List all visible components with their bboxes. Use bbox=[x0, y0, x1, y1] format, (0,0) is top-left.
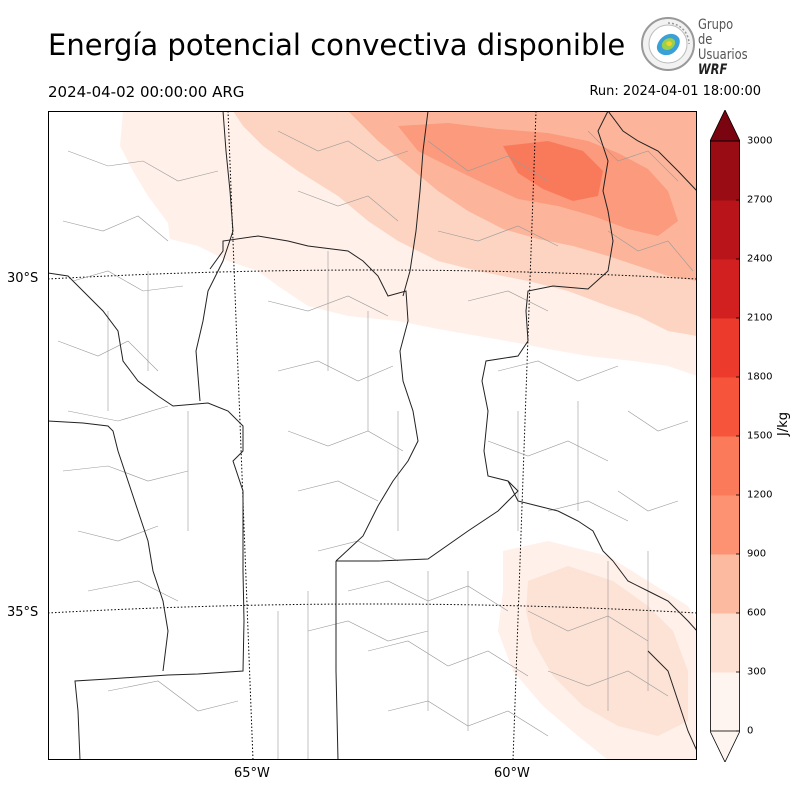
cape-map bbox=[48, 111, 697, 760]
lon-label-65: 65°W bbox=[234, 766, 270, 781]
colorbar-tick-label: 2400 bbox=[747, 253, 773, 265]
map-frame bbox=[48, 111, 697, 760]
colorbar-bin bbox=[710, 318, 740, 378]
colorbar-tick-label: 900 bbox=[747, 548, 767, 560]
colorbar-tick-label: 1800 bbox=[747, 371, 773, 383]
valid-time: 2024-04-02 00:00:00 ARG bbox=[48, 83, 245, 101]
lat-label-35: 35°S bbox=[7, 605, 39, 620]
logo-line-1: Grupo de bbox=[698, 17, 734, 48]
province-boundaries bbox=[48, 111, 697, 760]
colorbar-bin bbox=[710, 672, 740, 732]
colorbar-tick-label: 1500 bbox=[747, 430, 773, 442]
colorbar-tick-label: 1200 bbox=[747, 489, 773, 501]
run-time: Run: 2024-04-01 18:00:00 bbox=[589, 84, 761, 99]
colorbar-tick-label: 2100 bbox=[747, 312, 773, 324]
colorbar bbox=[710, 110, 740, 762]
colorbar-tick-label: 2700 bbox=[747, 194, 773, 206]
colorbar-bin bbox=[710, 377, 740, 437]
lat-label-30: 30°S bbox=[7, 271, 39, 286]
wrf-users-logo: Grupo de Usuarios WRF bbox=[640, 16, 760, 78]
colorbar-tick-label: 300 bbox=[747, 666, 767, 678]
colorbar-tick-label: 0 bbox=[747, 725, 754, 737]
colorbar-bin bbox=[710, 259, 740, 319]
colorbar-extend-high bbox=[710, 110, 740, 142]
colorbar-tick-label: 3000 bbox=[747, 135, 773, 147]
colorbar-bin bbox=[710, 613, 740, 673]
lon-label-60: 60°W bbox=[494, 766, 530, 781]
colorbar-extend-low bbox=[710, 730, 740, 762]
colorbar-bin bbox=[710, 554, 740, 614]
page-title: Energía potencial convectiva disponible bbox=[48, 28, 626, 62]
cape-shade-south-2 bbox=[526, 566, 688, 736]
graticule-lat-35 bbox=[48, 603, 697, 614]
cape-shade-1200-1500 bbox=[503, 141, 603, 201]
logo-line-2: Usuarios bbox=[698, 47, 748, 63]
logo-line-3: WRF bbox=[698, 62, 728, 78]
colorbar-bin bbox=[710, 495, 740, 555]
globe-icon bbox=[641, 17, 695, 71]
department-boundaries bbox=[57, 130, 694, 760]
colorbar-tick-label: 600 bbox=[747, 607, 767, 619]
colorbar-bin bbox=[710, 436, 740, 496]
graticule-lat-30 bbox=[48, 269, 697, 280]
colorbar-bin bbox=[710, 200, 740, 260]
colorbar-unit: J/kg bbox=[776, 412, 791, 436]
colorbar-bin bbox=[710, 141, 740, 201]
